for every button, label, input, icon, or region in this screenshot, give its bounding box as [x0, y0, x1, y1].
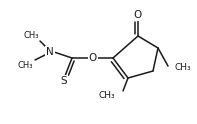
Text: CH₃: CH₃ — [23, 31, 39, 40]
Text: CH₃: CH₃ — [98, 91, 115, 99]
Text: O: O — [89, 53, 97, 63]
Text: S: S — [61, 76, 67, 86]
Text: N: N — [46, 47, 54, 57]
Text: O: O — [134, 10, 142, 20]
Text: CH₃: CH₃ — [17, 62, 33, 71]
Text: CH₃: CH₃ — [175, 62, 192, 72]
